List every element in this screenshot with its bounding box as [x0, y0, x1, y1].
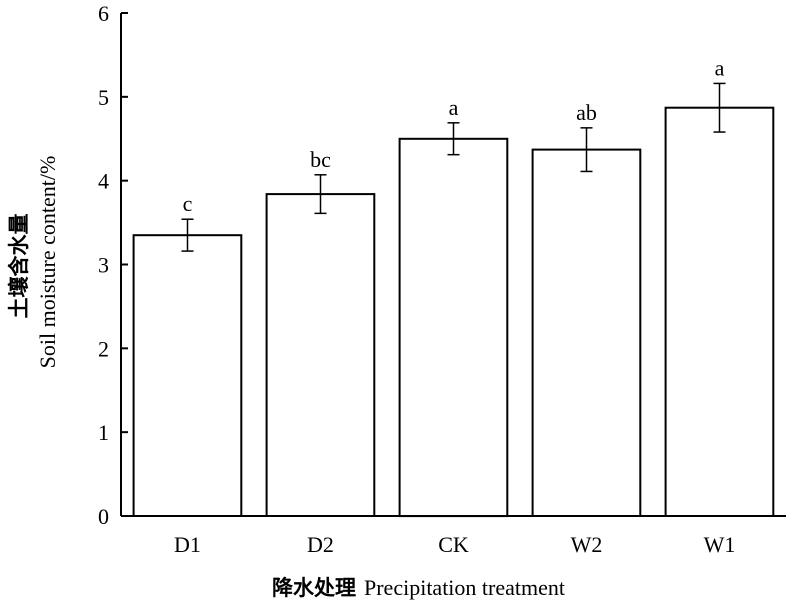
- significance-label: bc: [310, 147, 331, 172]
- y-tick-label: 5: [98, 85, 109, 110]
- y-tick-label: 1: [98, 420, 109, 445]
- bar: [132, 234, 243, 517]
- y-tick-label: 0: [98, 504, 109, 529]
- y-tick-label: 6: [98, 1, 109, 26]
- bar: [664, 106, 775, 517]
- plot-area: c D1 bc D2 a CK ab W2 a W1 0 1 2 3 4 5 6: [98, 1, 786, 557]
- significance-label: a: [715, 55, 725, 80]
- bar: [265, 193, 376, 517]
- y-axis-label: Soil moisture content/%: [35, 156, 60, 369]
- bar: [398, 137, 509, 518]
- y-tick-label: 3: [98, 253, 109, 278]
- significance-label: a: [449, 95, 459, 120]
- x-tick-label: D1: [174, 532, 201, 557]
- y-tick-label: 2: [98, 336, 109, 361]
- significance-label: ab: [576, 100, 597, 125]
- bar: [531, 148, 642, 517]
- y-tick-label: 4: [98, 169, 109, 194]
- x-tick-label: W2: [571, 532, 603, 557]
- x-axis-label: Precipitation treatment: [364, 575, 565, 600]
- x-tick-label: W1: [704, 532, 736, 557]
- y-axis-label-cn: 土壤含水量: [7, 214, 31, 319]
- x-tick-label: CK: [438, 532, 469, 557]
- x-axis-label-cn: 降水处理: [272, 576, 356, 600]
- significance-label: c: [183, 191, 193, 216]
- x-tick-label: D2: [307, 532, 334, 557]
